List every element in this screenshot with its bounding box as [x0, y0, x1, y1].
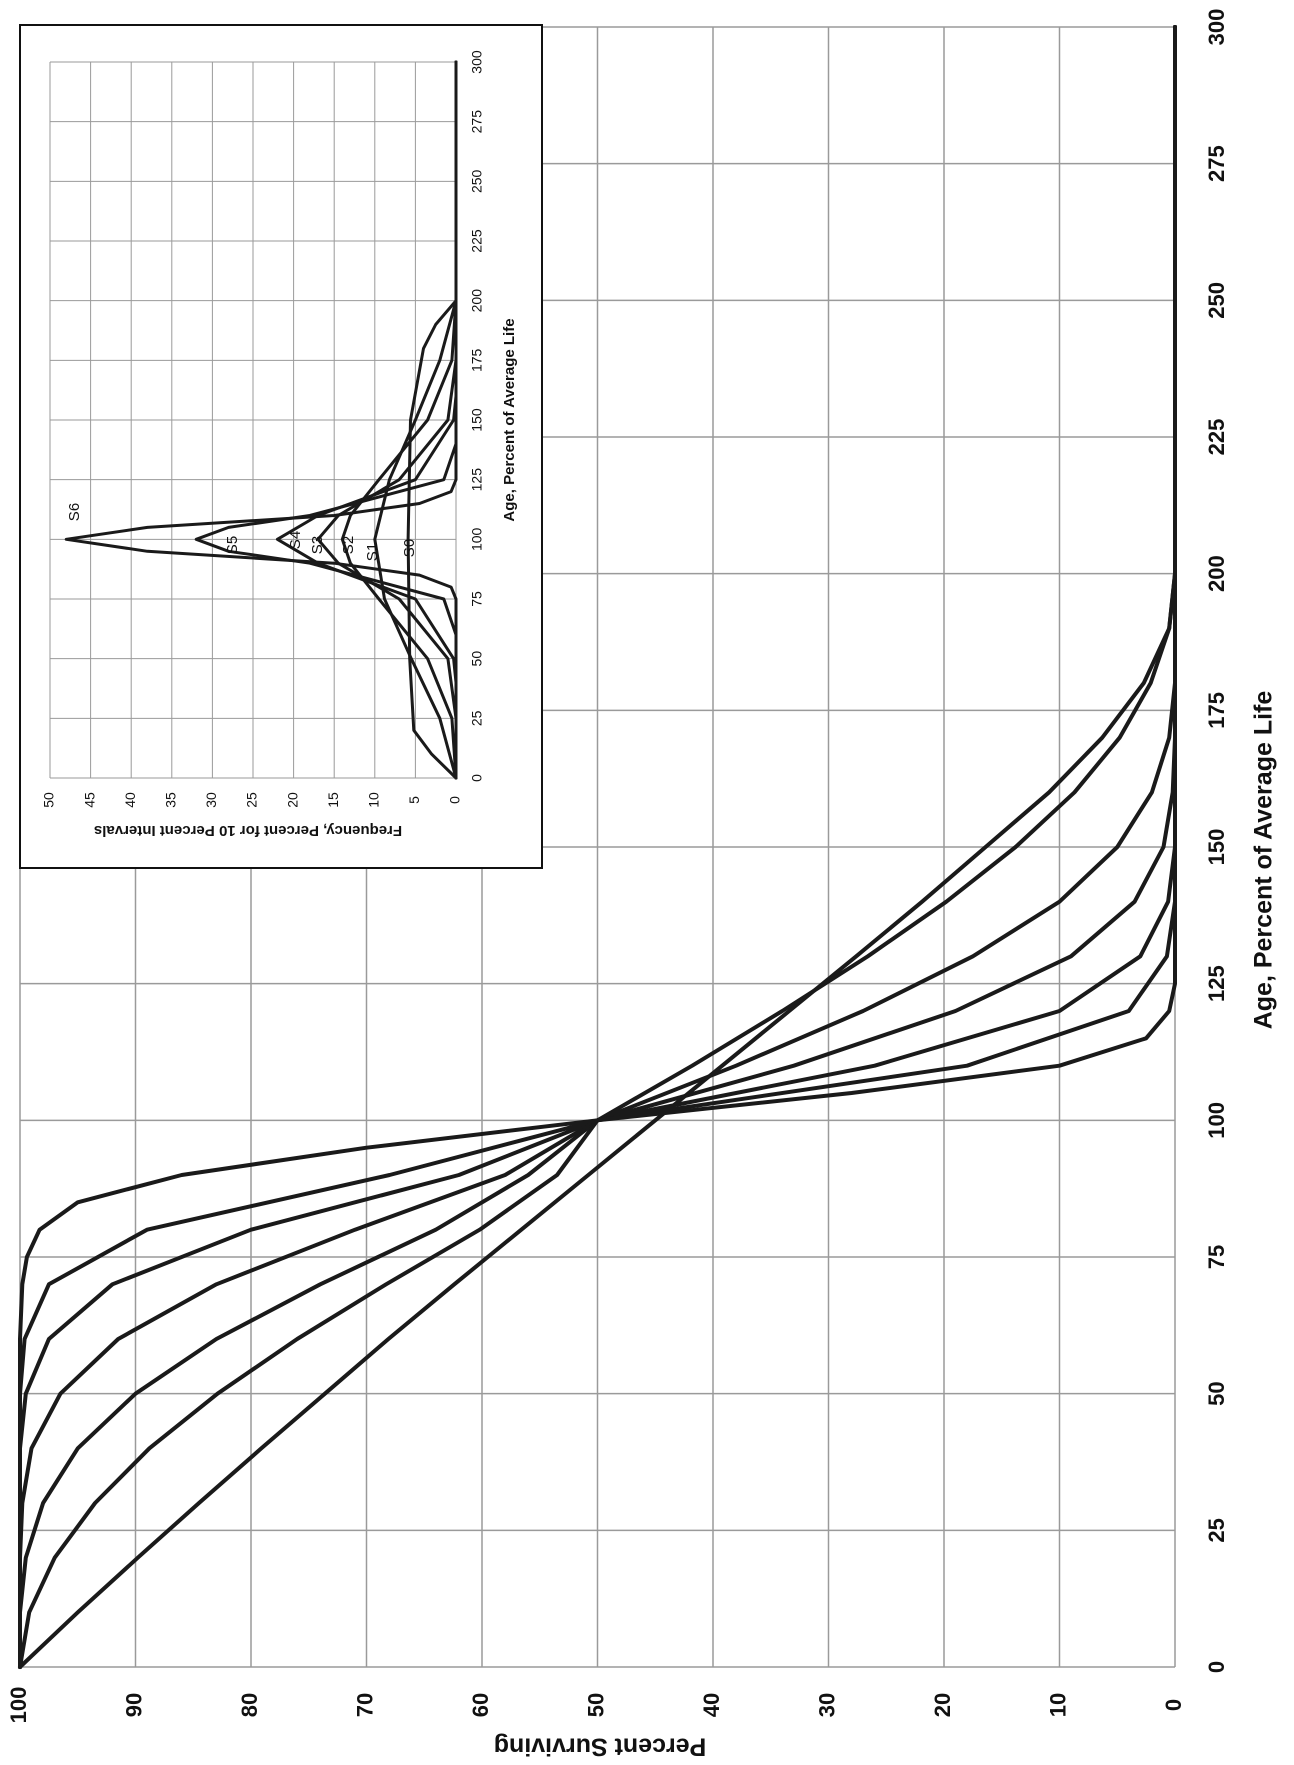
main-x-tick-label: 75 [1204, 1245, 1229, 1269]
inset-x-tick-label: 150 [469, 408, 485, 432]
inset-y-tick-label: 30 [203, 792, 219, 808]
inset-x-axis-title: Age, Percent of Average Life [501, 318, 518, 521]
main-x-tick-label: 25 [1204, 1518, 1229, 1542]
main-x-tick-label: 150 [1204, 829, 1229, 866]
inset-series-s4 [275, 60, 458, 780]
inset-y-tick-label: 35 [163, 792, 179, 808]
inset-x-tick-label: 225 [469, 229, 485, 253]
main-y-tick-label: 100 [6, 1687, 31, 1724]
main-y-tick-label: 10 [1045, 1693, 1070, 1717]
main-series-s6 [18, 25, 1177, 1669]
main-y-tick-label: 60 [468, 1693, 493, 1717]
inset-x-tick-label: 125 [469, 468, 485, 492]
inset-series-label-s5: S5 [224, 536, 241, 554]
inset-y-tick-label: 0 [447, 796, 463, 804]
inset-x-tick-label: 75 [469, 591, 485, 607]
main-x-tick-label: 275 [1204, 145, 1229, 182]
inset-series-lines [64, 60, 458, 780]
main-x-axis-title: Age, Percent of Average Life [1250, 691, 1278, 1030]
main-y-tick-label: 50 [583, 1693, 608, 1717]
inset-series-s6 [64, 60, 458, 780]
inset-x-tick-label: 0 [469, 774, 485, 782]
main-x-tick-label: 175 [1204, 692, 1229, 729]
inset-series-label-s4: S4 [287, 531, 304, 549]
main-series-s1 [18, 25, 1177, 1669]
main-y-axis-title: Percent Surviving [494, 1732, 707, 1760]
inset-frame [19, 24, 543, 869]
inset-y-tick-label: 50 [41, 792, 57, 808]
inset-x-tick-label: 300 [469, 50, 485, 74]
inset-y-tick-label: 5 [406, 796, 422, 804]
main-y-tick-label: 30 [814, 1693, 839, 1717]
main-y-tick-label: 70 [352, 1693, 377, 1717]
inset-series-label-s1: S1 [364, 543, 381, 561]
inset-series-labels: S6 S5 S4 S3 S2 S1 S0 [66, 503, 418, 561]
main-tick-labels: 0255075100125150175200225250275300010203… [6, 9, 1229, 1724]
inset-y-tick-label: 40 [122, 792, 138, 808]
inset-x-tick-label: 25 [469, 710, 485, 726]
inset-y-axis-title: Frequency, Percent for 10 Percent Interv… [94, 822, 402, 839]
inset-y-tick-label: 15 [325, 792, 341, 808]
main-x-tick-label: 100 [1204, 1102, 1229, 1139]
inset-series-label-s0: S0 [401, 539, 418, 557]
inset-x-tick-label: 200 [469, 289, 485, 313]
main-x-tick-label: 50 [1204, 1381, 1229, 1405]
inset-series-label-s6: S6 [66, 503, 83, 521]
inset-x-tick-label: 275 [469, 110, 485, 134]
main-y-tick-label: 40 [699, 1693, 724, 1717]
main-x-tick-label: 200 [1204, 555, 1229, 592]
main-y-tick-label: 80 [237, 1693, 262, 1717]
main-x-tick-label: 250 [1204, 282, 1229, 319]
inset-y-tick-label: 45 [81, 792, 97, 808]
main-x-tick-label: 225 [1204, 419, 1229, 456]
inset-y-tick-label: 25 [244, 792, 260, 808]
main-y-tick-label: 0 [1161, 1699, 1186, 1711]
inset-series-s5 [194, 60, 458, 780]
inset-x-tick-label: 50 [469, 651, 485, 667]
inset-series-label-s2: S2 [340, 536, 357, 554]
main-x-tick-label: 125 [1204, 965, 1229, 1002]
inset-series-label-s3: S3 [309, 536, 326, 554]
main-x-tick-label: 300 [1204, 9, 1229, 46]
main-y-tick-label: 90 [121, 1693, 146, 1717]
inset-frequency-chart: 0 25 50 75 100 125 150 175 200 225 250 275 300 0 5 10 15… [19, 24, 543, 869]
inset-tick-labels: 0 25 50 75 100 125 150 175 200 225 250 275 300 0 5 10 15… [41, 50, 485, 808]
inset-series-s2 [340, 60, 458, 780]
inset-x-tick-label: 100 [469, 527, 485, 551]
inset-series-s0 [406, 60, 458, 780]
main-series-lines [18, 25, 1177, 1669]
inset-x-tick-label: 175 [469, 348, 485, 372]
inset-y-tick-label: 10 [366, 792, 382, 808]
inset-series-s3 [316, 60, 458, 780]
main-x-tick-label: 0 [1204, 1661, 1229, 1673]
inset-x-tick-label: 250 [469, 169, 485, 193]
main-y-tick-label: 20 [930, 1693, 955, 1717]
inset-y-tick-label: 20 [284, 792, 300, 808]
